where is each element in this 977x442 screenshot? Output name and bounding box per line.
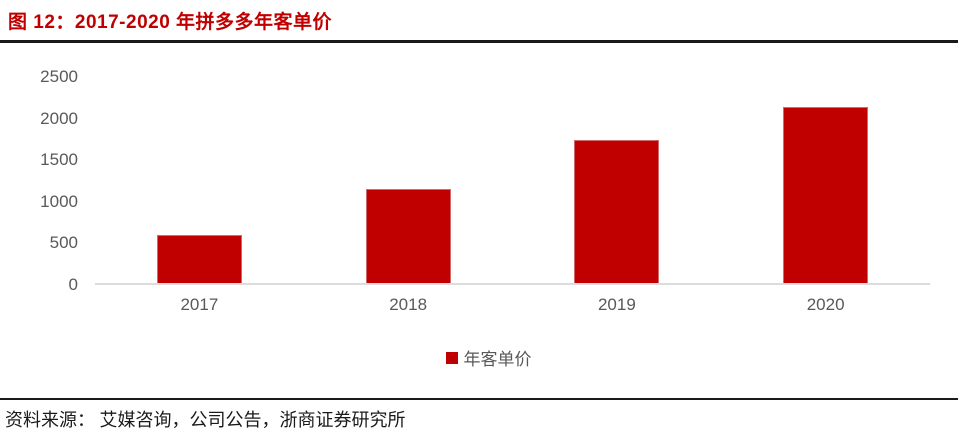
y-tick-label-2000: 2000 — [40, 108, 78, 128]
figure-title: 图 12：2017-2020 年拼多多年客单价 — [8, 12, 333, 33]
bar-slot — [513, 77, 722, 283]
y-axis: 0 500 1000 1500 2000 2500 — [0, 67, 78, 294]
x-tick-label-2017: 2017 — [180, 295, 219, 314]
legend: 年客单价 — [0, 345, 977, 370]
legend-swatch-icon — [445, 351, 458, 364]
y-tick-label-0: 0 — [68, 275, 78, 294]
title-divider — [0, 40, 958, 43]
bar-slot — [721, 77, 930, 283]
y-tick-label-1500: 1500 — [40, 150, 78, 170]
bar-chart: 0 500 1000 1500 2000 2500 2017 2018 2019 2020 年客… — [0, 55, 977, 385]
bar-slot — [95, 77, 304, 283]
y-tick-label-500: 500 — [49, 233, 78, 253]
y-tick-label-1000: 1000 — [40, 191, 78, 211]
plot-wrap: 0 500 1000 1500 2000 2500 — [0, 67, 930, 294]
legend-label: 年客单价 — [463, 350, 532, 369]
x-axis: 2017 2018 2019 2020 — [95, 295, 930, 315]
bar-2019 — [574, 140, 660, 283]
bar-2017 — [156, 235, 242, 283]
bar-2018 — [365, 189, 451, 283]
source-note: 资料来源： 艾媒咨询，公司公告，浙商证券研究所 — [5, 410, 406, 430]
x-tick-label-2019: 2019 — [597, 295, 636, 314]
bar-slot — [304, 77, 513, 283]
bar-2020 — [783, 107, 869, 283]
x-tick-label-2020: 2020 — [806, 295, 845, 314]
x-tick-label-2018: 2018 — [389, 295, 428, 314]
plot-area — [95, 77, 930, 285]
y-tick-label-2500: 2500 — [40, 67, 78, 86]
bottom-divider — [0, 398, 958, 400]
